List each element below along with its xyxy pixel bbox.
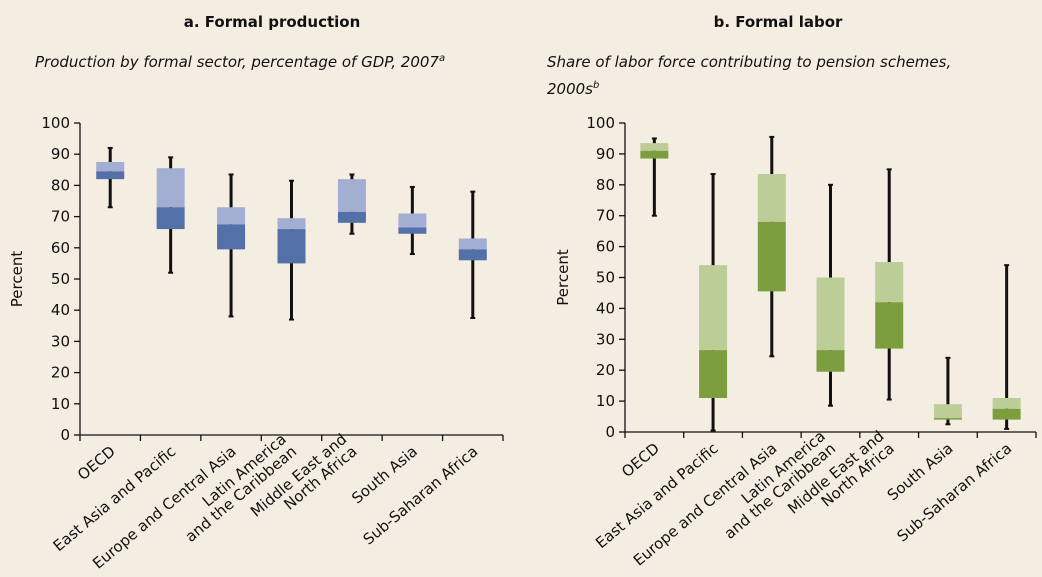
y-tick-label: 40 [596,299,615,317]
y-tick-label: 40 [51,301,70,319]
box-upper [398,213,427,228]
box-lower [699,350,728,399]
panel-title: b. Formal labor [714,13,843,31]
box-lower [156,207,185,230]
panel-subtitle: Production by formal sector, percentage … [35,53,445,71]
box-lower [757,221,786,292]
y-tick-label: 100 [586,114,615,132]
box-lower [458,249,487,261]
panel-title: a. Formal production [184,13,361,31]
x-tick-label: Sub-Saharan Africa [360,442,482,548]
y-tick-label: 30 [596,330,615,348]
box-lower [337,211,366,223]
y-tick-label: 10 [51,395,70,413]
box-upper [337,179,366,212]
y-tick-label: 90 [51,145,70,163]
box-upper [458,238,487,250]
y-tick-label: 60 [596,238,615,256]
y-tick-label: 80 [51,176,70,194]
box-upper [699,265,728,351]
y-tick-label: 60 [51,239,70,257]
box-upper [640,143,669,151]
box-upper [277,218,306,230]
y-tick-label: 10 [596,392,615,410]
footnote-mark: a [439,53,445,64]
y-tick-label: 0 [60,426,70,444]
y-tick-label: 20 [51,364,70,382]
box-lower [398,227,427,234]
box-lower [933,418,962,420]
box-lower [217,224,246,250]
box-upper [875,262,904,303]
y-tick-label: 50 [51,270,70,288]
x-tick-label-group: Sub-Saharan Africa [893,439,1015,545]
y-tick-label: 0 [605,423,615,441]
box-lower [640,150,669,159]
x-tick-label: OECD [618,439,663,481]
y-tick-label: 70 [596,207,615,225]
x-tick-label: OECD [74,442,119,484]
box-lower [875,302,904,349]
y-tick-label: 90 [596,145,615,163]
y-tick-label: 70 [51,208,70,226]
box-upper [96,162,125,172]
x-tick-label: Sub-Saharan Africa [893,439,1015,545]
y-axis-label: Percent [8,251,26,308]
x-tick-label-group: OECD [74,442,119,484]
box-lower [277,229,306,264]
box-upper [816,277,845,351]
y-axis-label: Percent [554,249,572,306]
y-tick-label: 80 [596,176,615,194]
y-tick-label: 30 [51,332,70,350]
x-tick-label-group: OECD [618,439,663,481]
box-upper [933,404,962,419]
box-lower [816,350,845,372]
y-tick-label: 20 [596,361,615,379]
y-tick-label: 100 [41,114,70,132]
box-upper [156,168,185,208]
box-lower [96,171,125,180]
box-upper [757,173,786,222]
box-upper [992,398,1021,409]
footnote-mark: b [593,80,599,91]
x-tick-label-group: Sub-Saharan Africa [360,442,482,548]
y-tick-label: 50 [596,269,615,287]
box-lower [992,408,1021,420]
panel-subtitle: Share of labor force contributing to pen… [547,53,951,98]
box-upper [217,207,246,225]
